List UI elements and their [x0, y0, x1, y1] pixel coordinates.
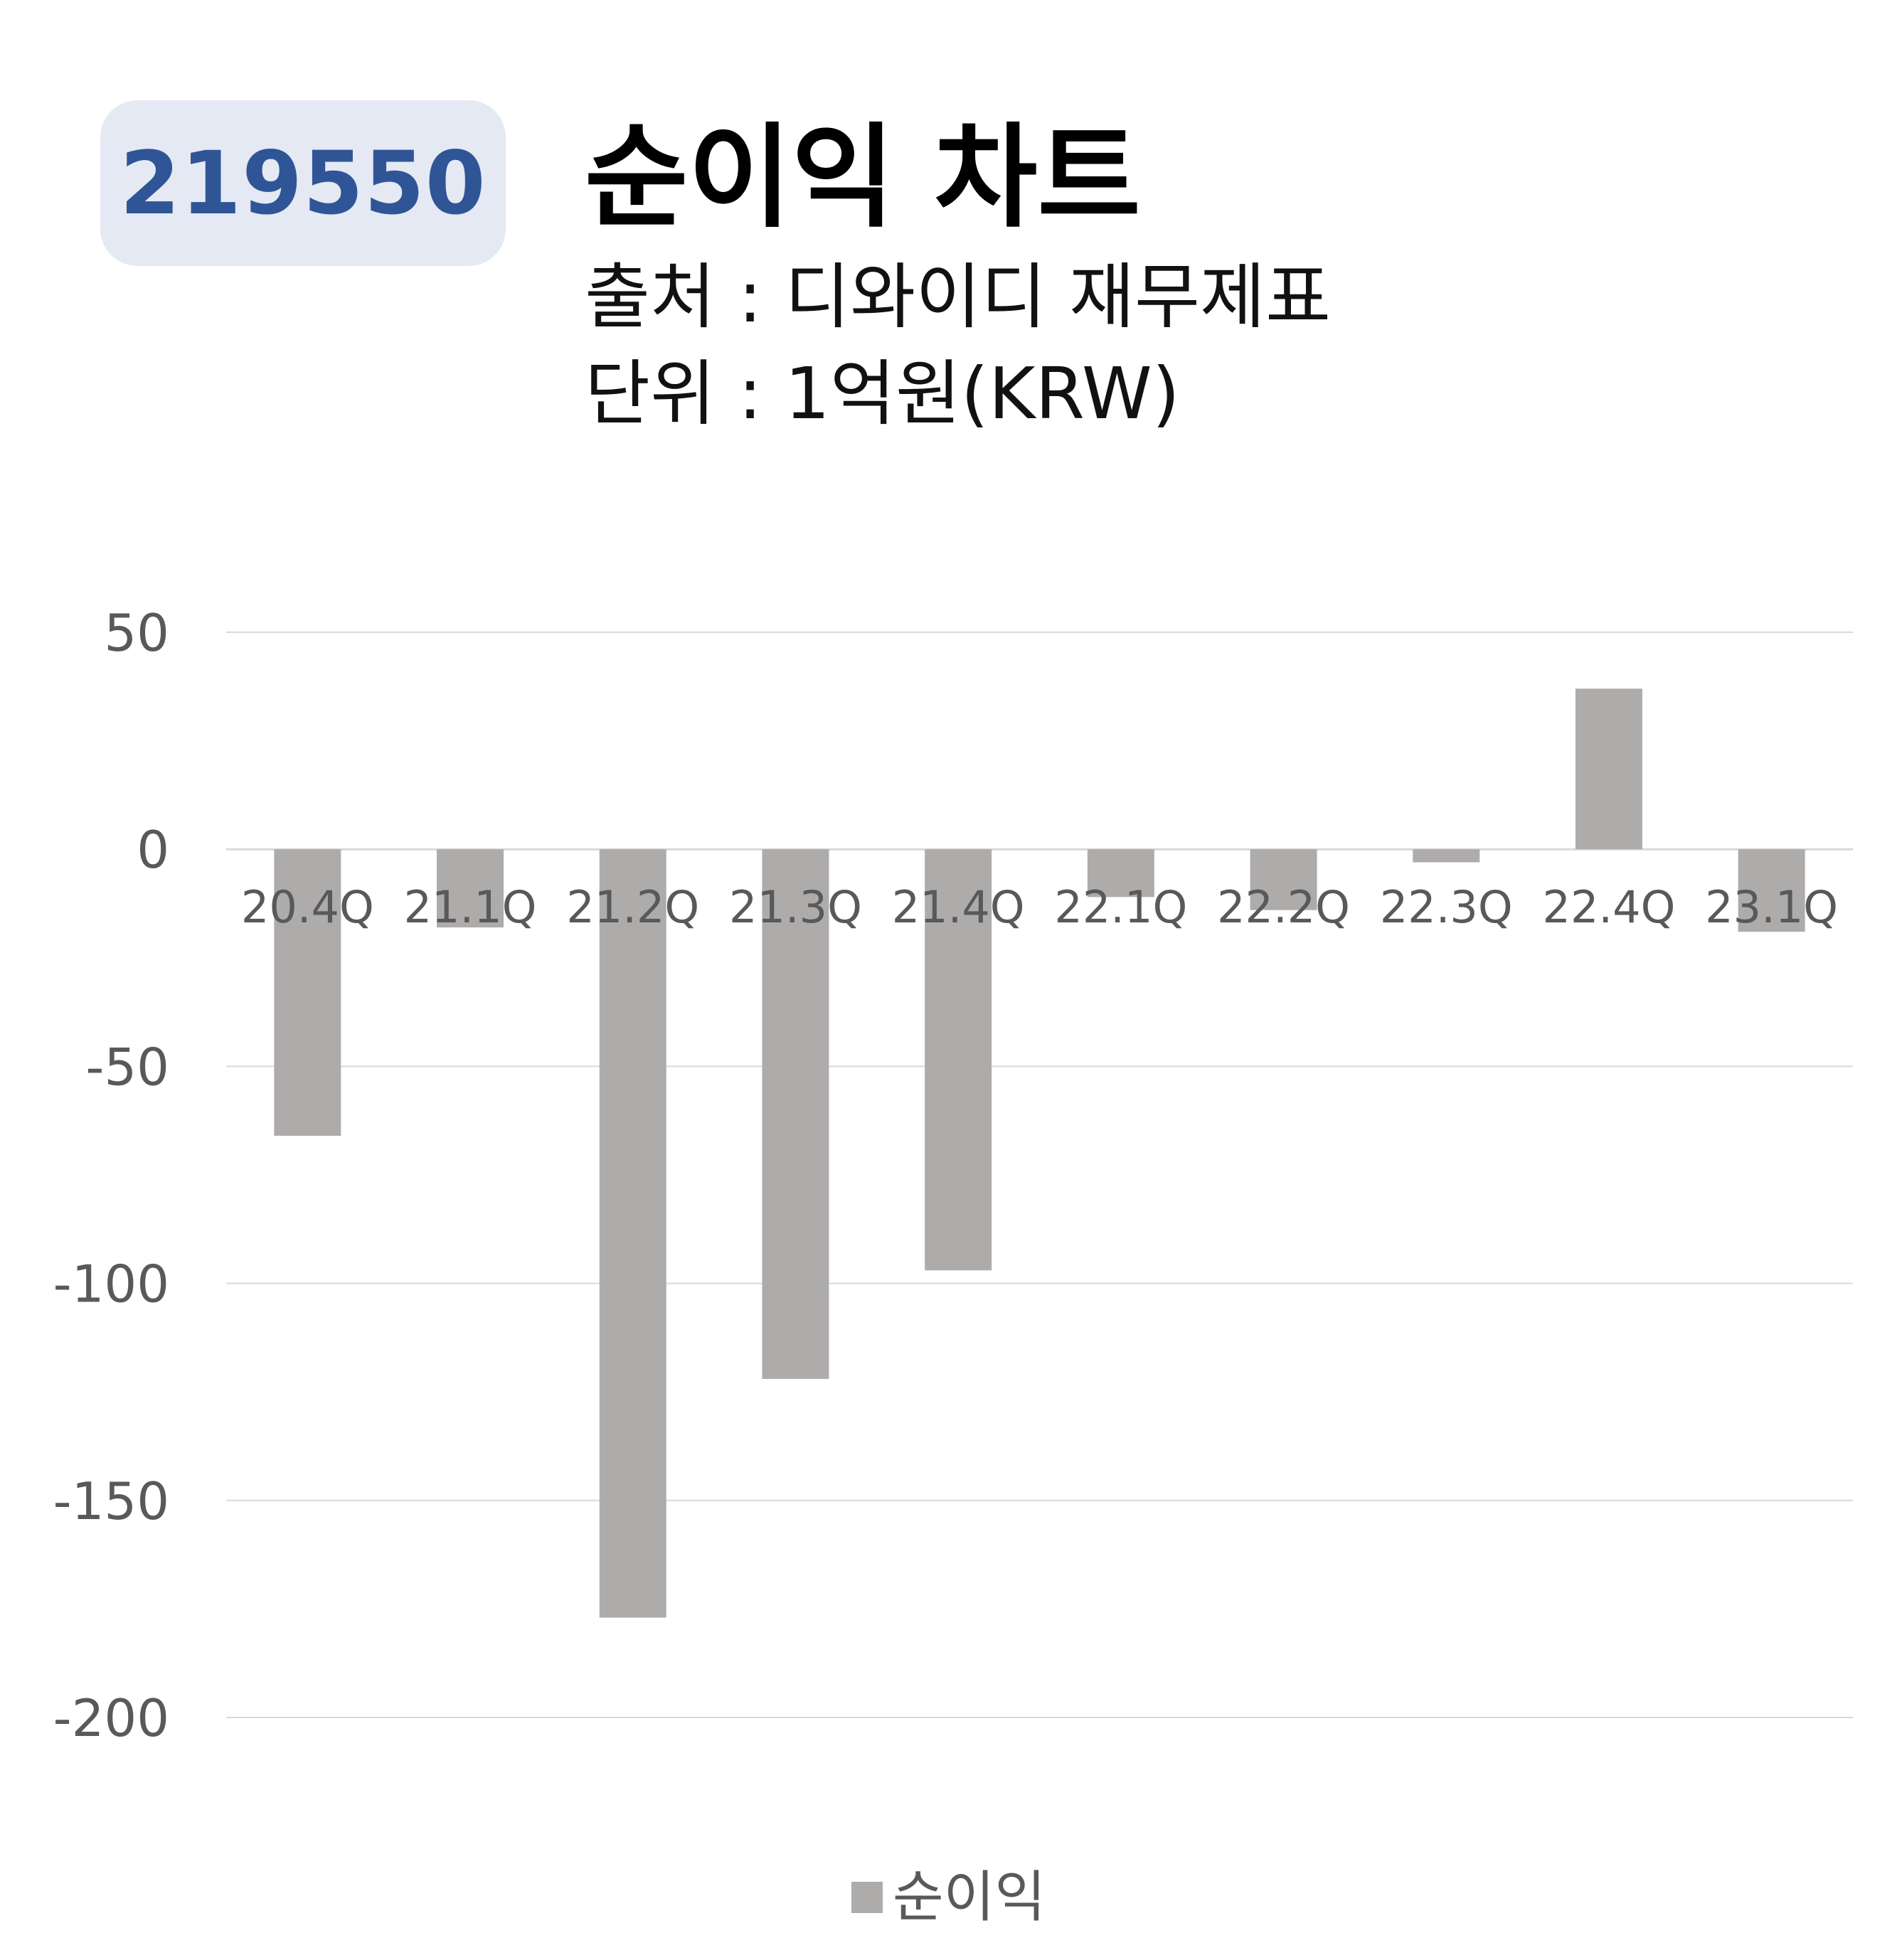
bar	[1738, 849, 1805, 932]
bar	[762, 849, 829, 1379]
y-axis-ticks: 50 0 -50 -100 -150 -200	[53, 603, 169, 1748]
chart-unit: 단위 : 1억원(KRW)	[585, 352, 1180, 435]
bar	[1087, 849, 1154, 898]
stock-code: 219550	[119, 132, 487, 234]
chart-title: 순이익 차트	[585, 112, 1141, 243]
y-tick-label: -100	[53, 1255, 169, 1314]
bar	[599, 849, 666, 1618]
y-tick-label: -200	[53, 1688, 169, 1748]
y-tick-label: 0	[137, 820, 169, 880]
bar	[1413, 849, 1480, 863]
title-block: 순이익 차트 출처 : 디와이디 재무제표 단위 : 1억원(KRW)	[585, 107, 1865, 442]
x-tick-label: 21.1Q	[404, 881, 537, 933]
bar	[1575, 688, 1642, 850]
chart-source: 출처 : 디와이디 재무제표	[585, 255, 1332, 339]
legend: 순이익	[0, 1862, 1897, 1933]
x-tick-label: 22.3Q	[1380, 881, 1513, 933]
x-tick-label: 22.4Q	[1543, 881, 1676, 933]
x-tick-label: 22.2Q	[1217, 881, 1350, 933]
x-tick-label: 21.2Q	[566, 881, 699, 933]
bar	[437, 849, 504, 928]
x-tick-label: 22.1Q	[1054, 881, 1187, 933]
x-axis-ticks: 20.4Q 21.1Q 21.2Q 21.3Q 21.4Q 22.1Q 22.2Q 22.3Q…	[241, 881, 1838, 933]
bars	[274, 688, 1805, 1618]
x-tick-label: 20.4Q	[241, 881, 374, 933]
bar	[274, 849, 341, 1136]
legend-label: 순이익	[892, 1865, 1046, 1929]
x-tick-label: 23.1Q	[1705, 881, 1838, 933]
stock-code-badge: 219550	[100, 100, 506, 266]
y-tick-label: -50	[85, 1037, 169, 1097]
bar	[1250, 849, 1317, 910]
legend-swatch	[851, 1882, 883, 1913]
y-tick-label: 50	[104, 603, 169, 663]
x-tick-label: 21.4Q	[892, 881, 1025, 933]
x-tick-label: 21.3Q	[729, 881, 862, 933]
y-tick-label: -150	[53, 1471, 169, 1531]
bar	[925, 849, 992, 1271]
